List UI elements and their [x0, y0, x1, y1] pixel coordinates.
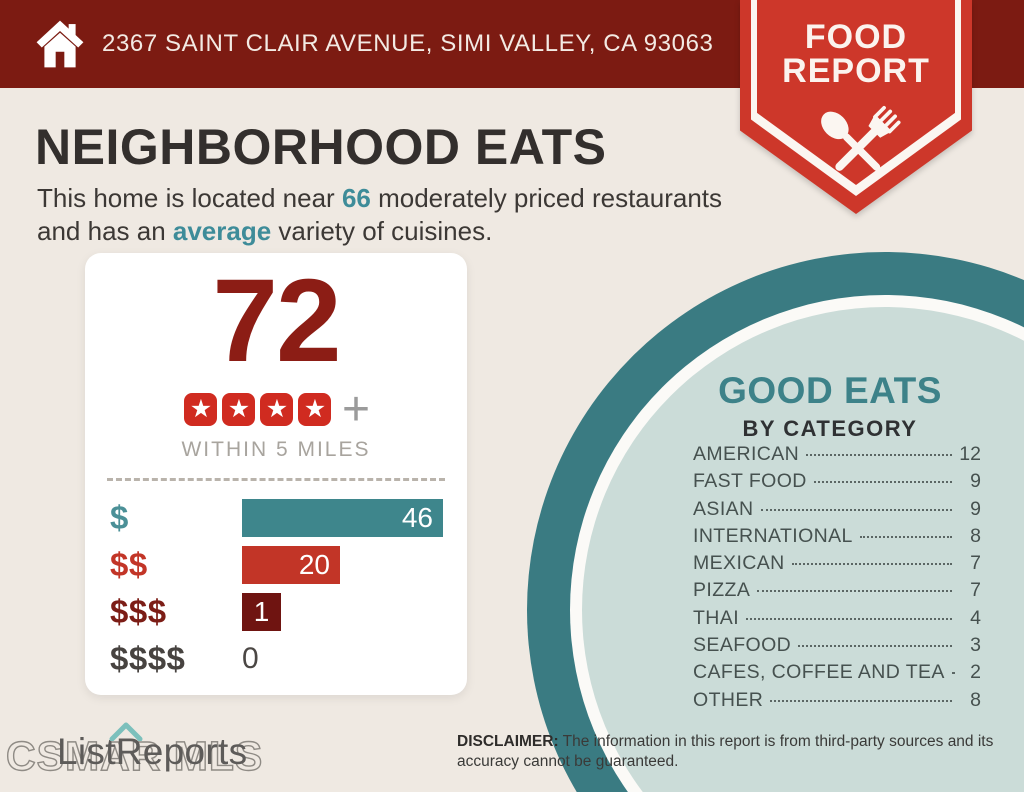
price-bar: 0: [242, 642, 259, 676]
category-label: FAST FOOD: [693, 470, 807, 493]
category-row: THAI 4: [693, 607, 981, 634]
ribbon-title-line2: REPORT: [782, 52, 930, 90]
category-label: MEXICAN: [693, 552, 785, 575]
good-eats-title: GOOD EATS: [718, 370, 942, 411]
star-icon: ★: [184, 393, 218, 427]
category-row: PIZZA 7: [693, 579, 981, 606]
category-value: 9: [970, 497, 981, 520]
price-bar-chart: $ 46 $$ 20 $$$ 1 $$$$ 0: [85, 495, 467, 683]
leader-dots: [806, 454, 952, 456]
category-row: OTHER 8: [693, 689, 981, 716]
leader-dots: [859, 535, 952, 538]
leader-dots: [746, 617, 952, 620]
category-value: 2: [970, 661, 981, 684]
radius-label: WITHIN 5 MILES: [181, 437, 371, 461]
star-icon: ★: [298, 393, 332, 427]
star-badges: ★ ★ ★ ★: [182, 393, 334, 427]
food-score: 72: [212, 255, 341, 387]
category-row: ASIAN 9: [693, 498, 981, 525]
category-value: 3: [970, 634, 981, 657]
category-label: AMERICAN: [693, 443, 800, 465]
category-value: 8: [970, 524, 981, 547]
variety-highlight: average: [172, 216, 272, 247]
price-row: $ 46: [110, 495, 467, 542]
category-label: CAFES, COFFEE AND TEA: [693, 661, 945, 684]
category-label: PIZZA: [693, 579, 751, 602]
disclaimer: DISCLAIMER: The information in this repo…: [457, 732, 1017, 773]
watermark: CSMAR MLS: [5, 732, 264, 779]
leader-dots: [813, 481, 952, 484]
star-icon: ★: [222, 393, 256, 427]
ribbon-title-line1: FOOD: [804, 18, 908, 56]
subtitle-pre: This home is located near: [37, 183, 342, 213]
category-label: OTHER: [693, 688, 764, 711]
category-value: 8: [970, 688, 981, 711]
disclaimer-text: The information in this report is from t…: [457, 733, 994, 771]
category-row: FAST FOOD 9: [693, 470, 981, 497]
category-value: 7: [970, 579, 981, 602]
crossed-spoon-fork-icon: [821, 105, 901, 171]
leader-dots: [770, 699, 952, 702]
page-title: NEIGHBORHOOD EATS: [35, 119, 607, 175]
category-row: CAFES, COFFEE AND TEA 2: [693, 661, 981, 688]
category-row: AMERICAN 12: [693, 443, 981, 470]
price-level-label: $$: [110, 546, 148, 584]
property-address: 2367 SAINT CLAIR AVENUE, SIMI VALLEY, CA…: [102, 30, 714, 57]
listreports-logo: ListReports: [57, 722, 248, 773]
price-bar: 1: [242, 593, 281, 632]
price-row: $$ 20: [110, 542, 467, 589]
price-bar: 46: [242, 499, 443, 538]
disclaimer-label: DISCLAIMER:: [457, 733, 559, 750]
subtitle-post: variety of cuisines.: [271, 216, 493, 247]
plus-icon: +: [341, 382, 371, 436]
score-card: 72 ★ ★ ★ ★ + WITHIN 5 MILES $ 46 $$ 20 $$$ …: [85, 253, 467, 695]
category-label: INTERNATIONAL: [693, 524, 853, 547]
divider: [107, 477, 445, 481]
good-eats-header: GOOD EATS BY CATEGORY: [680, 370, 980, 442]
leader-dots: [798, 645, 952, 648]
leader-dots: [760, 508, 952, 511]
ribbon-title: FOOD REPORT: [740, 20, 972, 88]
restaurant-count: 66: [341, 183, 371, 213]
price-row: $$$$ 0: [110, 636, 467, 683]
category-row: SEAFOOD 3: [693, 634, 981, 661]
subtitle-mid: moderately priced restaurants and has an: [37, 183, 723, 247]
category-label: ASIAN: [693, 497, 754, 520]
category-value: 9: [970, 470, 981, 493]
food-report-ribbon: FOOD REPORT: [740, 0, 972, 214]
category-value: 12: [959, 443, 981, 465]
price-level-label: $: [110, 499, 129, 537]
price-level-label: $$$: [110, 593, 167, 631]
star-rating: ★ ★ ★ ★ +: [85, 382, 467, 436]
category-list: AMERICAN 12 FAST FOOD 9 ASIAN 9 INTERNAT…: [693, 443, 981, 716]
leader-dots: [757, 590, 952, 593]
price-bar: 20: [242, 546, 340, 585]
category-row: INTERNATIONAL 8: [693, 525, 981, 552]
category-label: SEAFOOD: [693, 634, 792, 657]
price-level-label: $$$$: [110, 640, 186, 678]
price-row: $$$ 1: [110, 589, 467, 636]
category-row: MEXICAN 7: [693, 552, 981, 579]
good-eats-subtitle: BY CATEGORY: [742, 416, 918, 441]
category-value: 7: [970, 552, 981, 575]
category-value: 4: [970, 606, 981, 629]
leader-dots: [791, 563, 952, 566]
page-subtitle: This home is located near 66 moderately …: [37, 182, 727, 249]
home-icon: [36, 20, 84, 68]
logo-text: ListReports: [57, 731, 248, 772]
star-icon: ★: [260, 393, 294, 427]
house-roof-icon: [109, 722, 143, 741]
category-label: THAI: [693, 606, 740, 629]
